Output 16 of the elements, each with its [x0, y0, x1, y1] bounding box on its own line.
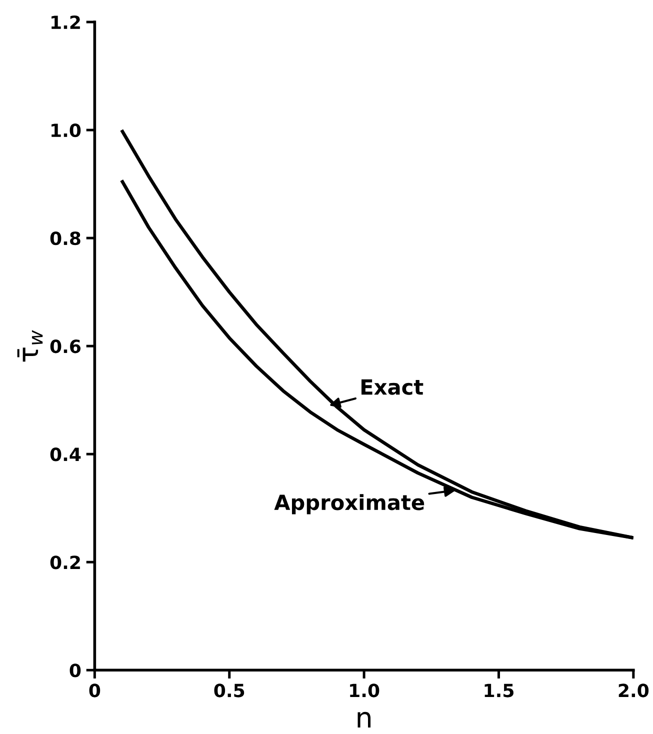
- y-tick-label: 0.6: [50, 340, 81, 354]
- x-axis-title: n: [358, 712, 370, 728]
- x-tick-label: 1.0: [350, 684, 380, 698]
- y-tick-label: 0.2: [50, 556, 80, 570]
- y-tick-label: 0: [70, 664, 81, 678]
- y-tick-label: 0.8: [50, 232, 80, 246]
- y-tick-label: 1.0: [52, 124, 81, 138]
- y-axis-title: τ̄$_{w}$: [17, 330, 43, 362]
- annotation: Approximate: [274, 494, 424, 514]
- x-tick-label: 0: [89, 684, 100, 698]
- y-tick-label: 1.2: [52, 15, 80, 29]
- x-tick-label: 0.5: [214, 684, 244, 698]
- x-tick-label: 1.5: [484, 684, 514, 698]
- annotation: Exact: [362, 379, 424, 395]
- x-tick-label: 2.0: [618, 684, 649, 698]
- y-tick-label: 0.4: [50, 448, 81, 462]
